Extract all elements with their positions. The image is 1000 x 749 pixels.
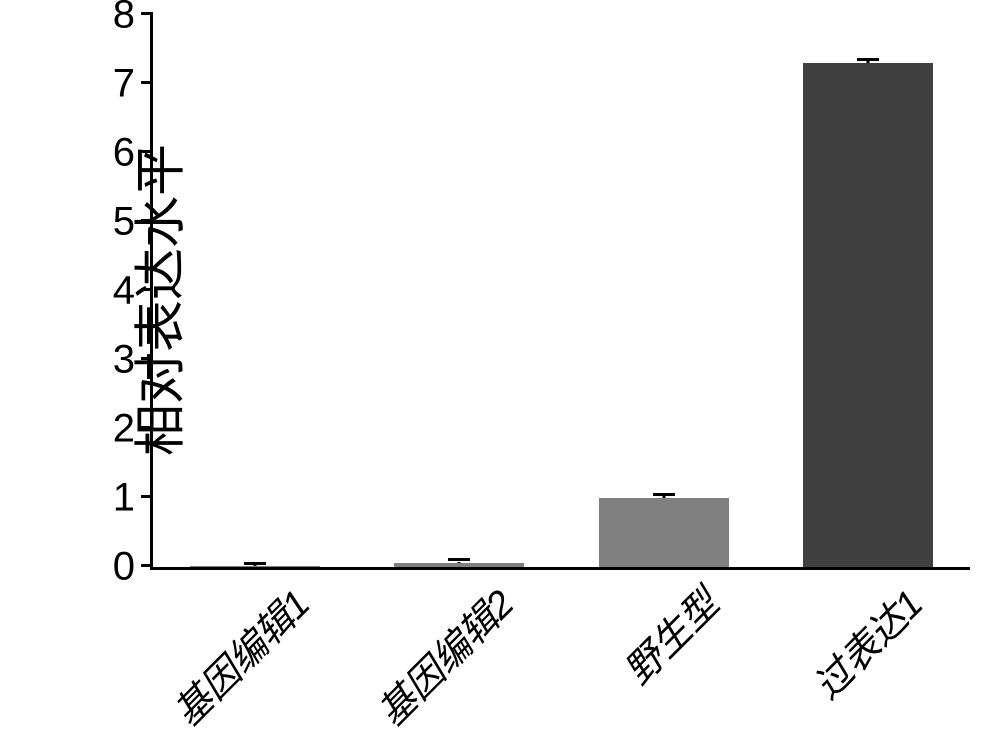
bar-slot: 基因编辑2 — [394, 15, 524, 567]
y-tick-label: 5 — [113, 200, 135, 245]
y-tick-label: 8 — [113, 0, 135, 38]
y-tick-label: 0 — [113, 545, 135, 590]
bar — [190, 566, 320, 567]
y-tick-mark — [141, 150, 153, 153]
x-tick-label: 基因编辑1 — [159, 575, 320, 736]
y-tick-mark — [141, 564, 153, 567]
bar-slot: 基因编辑1 — [190, 15, 320, 567]
bar-slot: 野生型 — [599, 15, 729, 567]
y-tick-label: 4 — [113, 269, 135, 314]
y-tick-mark — [141, 219, 153, 222]
y-tick-mark — [141, 288, 153, 291]
y-tick-label: 1 — [113, 476, 135, 521]
error-cap — [857, 58, 879, 61]
bar-slot: 过表达1 — [803, 15, 933, 567]
error-cap — [448, 558, 470, 561]
bar — [803, 63, 933, 567]
y-tick-label: 2 — [113, 407, 135, 452]
y-tick-mark — [141, 357, 153, 360]
y-tick-label: 7 — [113, 62, 135, 107]
x-tick-label: 过表达1 — [798, 575, 932, 709]
y-tick-label: 6 — [113, 131, 135, 176]
chart-container: 相对表达水平 基因编辑1基因编辑2野生型过表达1 012345678 — [0, 0, 1000, 749]
y-tick-mark — [141, 81, 153, 84]
error-cap — [653, 493, 675, 496]
bars-row: 基因编辑1 基因编辑2 野生型过表达1 — [153, 15, 970, 567]
y-tick-mark — [141, 12, 153, 15]
bar — [394, 563, 524, 567]
x-tick-label: 基因编辑2 — [363, 575, 524, 736]
bar — [599, 498, 729, 567]
y-tick-mark — [141, 426, 153, 429]
y-tick-label: 3 — [113, 338, 135, 383]
x-tick-label: 野生型 — [609, 575, 729, 695]
error-cap — [244, 562, 266, 565]
plot-area: 基因编辑1基因编辑2野生型过表达1 012345678 — [150, 15, 970, 570]
y-tick-mark — [141, 495, 153, 498]
